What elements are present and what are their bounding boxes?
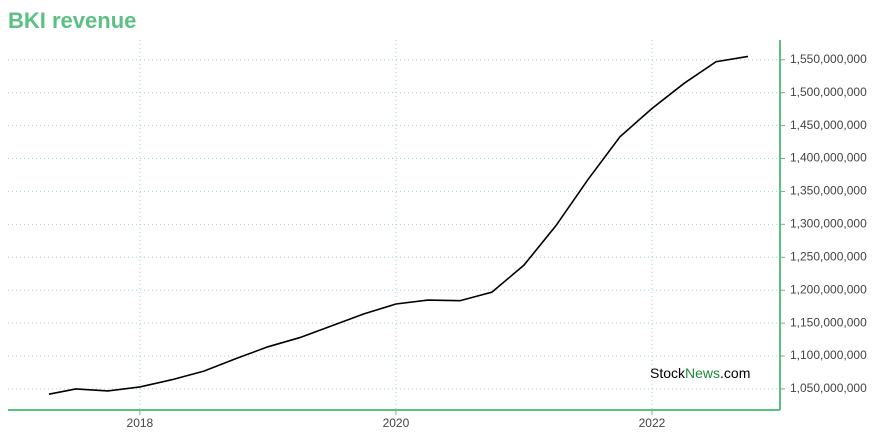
y-tick-label: 1,550,000,000 — [790, 52, 867, 66]
y-tick-label: 1,050,000,000 — [790, 381, 867, 395]
line — [48, 55, 749, 395]
y-tick-label: 1,100,000,000 — [790, 348, 867, 362]
x-tick-label: 2020 — [383, 416, 410, 430]
y-tick-label: 1,150,000,000 — [790, 315, 867, 329]
grid: 1,050,000,000 1,100,000,000 1,150,000,000 1… — [8, 40, 867, 430]
x-tick-label: 2022 — [639, 416, 666, 430]
watermark-part: News — [685, 365, 720, 381]
y-tick-label: 1,250,000,000 — [790, 249, 867, 263]
y-tick-label: 1,300,000,000 — [790, 217, 867, 231]
y-tick-label: 1,200,000,000 — [790, 282, 867, 296]
watermark-part: .com — [720, 365, 750, 381]
y-tick-label: 1,400,000,000 — [790, 151, 867, 165]
chart-title: BKI revenue — [8, 8, 136, 33]
watermark-part: Stock — [650, 365, 686, 381]
y-tick-label: 1,500,000,000 — [790, 85, 867, 99]
y-tick-label: 1,450,000,000 — [790, 118, 867, 132]
watermark: StockNews.com — [650, 365, 750, 381]
x-tick-label: 2018 — [127, 416, 154, 430]
y-tick-label: 1,350,000,000 — [790, 184, 867, 198]
plot — [48, 55, 749, 395]
